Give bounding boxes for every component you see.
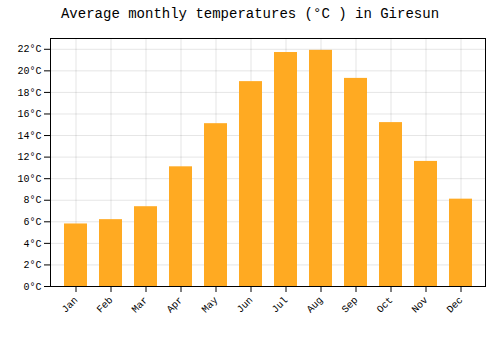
html-text:Average monthly temperatures (: Average monthly temperatures (°C ) in Gi… <box>61 6 439 22</box>
svg-text:Aug: Aug <box>305 295 326 316</box>
svg-text:4°C: 4°C <box>23 239 41 250</box>
svg-text:18°C: 18°C <box>17 88 41 99</box>
svg-text:May: May <box>200 295 221 316</box>
svg-text:2°C: 2°C <box>23 260 41 271</box>
svg-text:Jun: Jun <box>235 295 256 316</box>
svg-text:8°C: 8°C <box>23 195 41 206</box>
svg-text:Jul: Jul <box>270 295 291 316</box>
svg-text:6°C: 6°C <box>23 217 41 228</box>
svg-text:0°C: 0°C <box>23 282 41 293</box>
svg-text:Sep: Sep <box>340 295 361 316</box>
svg-text:10°C: 10°C <box>17 174 41 185</box>
svg-text:14°C: 14°C <box>17 131 41 142</box>
svg-text:Dec: Dec <box>445 295 466 316</box>
svg-text:20°C: 20°C <box>17 66 41 77</box>
svg-text:Mar: Mar <box>130 295 151 316</box>
svg-text:Jan: Jan <box>60 295 81 316</box>
svg-text:12°C: 12°C <box>17 152 41 163</box>
svg-text:Oct: Oct <box>375 295 396 316</box>
svg-text:Feb: Feb <box>95 295 116 316</box>
svg-text:Apr: Apr <box>165 295 186 316</box>
svg-text:Nov: Nov <box>410 295 431 316</box>
svg-text:22°C: 22°C <box>17 44 41 55</box>
svg-text:16°C: 16°C <box>17 109 41 120</box>
